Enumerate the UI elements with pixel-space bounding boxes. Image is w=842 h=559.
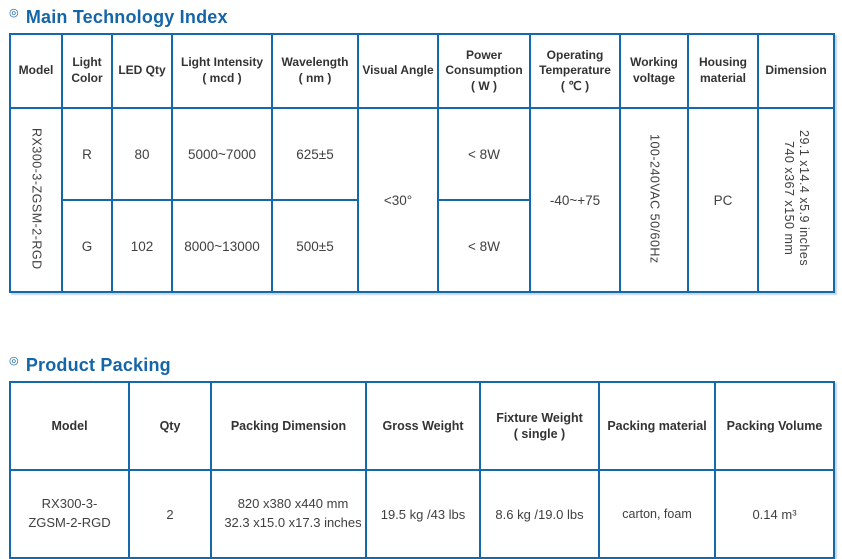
- gross-weight-cell: 19.5 kg /43 lbs: [365, 469, 481, 559]
- bullet-icon: ◎: [9, 7, 19, 19]
- led-qty-cell: 80: [111, 107, 173, 201]
- main-technology-table: Model Light Color LED Qty Light Intensit…: [9, 33, 835, 293]
- packing-material-cell: carton, foam: [598, 469, 716, 559]
- model-vertical-text: RX300-3-ZGSM-2-RGD: [29, 127, 44, 270]
- fixture-weight-cell: 8.6 kg /19.0 lbs: [479, 469, 600, 559]
- main-technology-title: ◎ Main Technology Index: [9, 2, 835, 33]
- tech-header-row: Model Light Color LED Qty Light Intensit…: [9, 33, 835, 109]
- housing-material-cell: PC: [687, 107, 759, 293]
- light-color-cell: R: [61, 107, 113, 201]
- packing-data-row: RX300-3- ZGSM-2-RGD 2 820 x380 x440 mm 3…: [9, 469, 835, 559]
- light-intensity-cell: 5000~7000: [171, 107, 273, 201]
- power-cell: < 8W: [437, 107, 531, 201]
- col-header-wavelength: Wavelength ( nm ): [271, 33, 359, 109]
- col-header-visual-angle: Visual Angle: [357, 33, 439, 109]
- col-header-gross-weight: Gross Weight: [365, 381, 481, 471]
- col-header-qty: Qty: [128, 381, 212, 471]
- qty-cell: 2: [128, 469, 212, 559]
- wavelength-cell: 625±5: [271, 107, 359, 201]
- dimension-vertical-text: 740 x367 x150 mm 29.1 x14.4 x5.9 inches: [782, 130, 811, 267]
- col-header-led-qty: LED Qty: [111, 33, 173, 109]
- dimension-cell: 740 x367 x150 mm 29.1 x14.4 x5.9 inches: [757, 107, 835, 293]
- model-cell: RX300-3- ZGSM-2-RGD: [9, 469, 130, 559]
- col-header-model: Model: [9, 381, 130, 471]
- working-voltage-vertical-text: 100-240VAC 50/60Hz: [647, 133, 662, 264]
- main-technology-section: ◎ Main Technology Index Model Light Color…: [9, 2, 835, 293]
- main-technology-title-text: Main Technology Index: [25, 7, 228, 27]
- product-packing-section: ◎ Product Packing Model Qty Packing Dimen…: [9, 350, 835, 559]
- bullet-icon: ◎: [9, 355, 19, 367]
- product-packing-title-text: Product Packing: [25, 355, 171, 375]
- light-color-cell: G: [61, 199, 113, 293]
- col-header-working-voltage: Working voltage: [619, 33, 689, 109]
- product-packing-title: ◎ Product Packing: [9, 350, 835, 381]
- tech-row-green: G 102 8000~13000 500±5 < 8W: [10, 199, 834, 293]
- tech-row-red: RX300-3-ZGSM-2-RGD R 80 5000~7000 625±5 …: [9, 107, 835, 293]
- wavelength-cell: 500±5: [271, 199, 359, 293]
- col-header-light-color: Light Color: [61, 33, 113, 109]
- packing-header-row: Model Qty Packing Dimension Gross Weight…: [9, 381, 835, 471]
- col-header-packing-dimension: Packing Dimension: [210, 381, 367, 471]
- col-header-fixture-weight: Fixture Weight ( single ): [479, 381, 600, 471]
- col-header-light-intensity: Light Intensity ( mcd ): [171, 33, 273, 109]
- operating-temperature-cell: -40~+75: [529, 107, 621, 293]
- packing-dimension-cell: 820 x380 x440 mm 32.3 x15.0 x17.3 inches: [210, 469, 367, 559]
- power-cell: < 8W: [437, 199, 531, 293]
- col-header-power-consumption: Power Consumption ( W ): [437, 33, 531, 109]
- working-voltage-cell: 100-240VAC 50/60Hz: [619, 107, 689, 293]
- col-header-packing-material: Packing material: [598, 381, 716, 471]
- col-header-operating-temperature: Operating Temperature ( ℃ ): [529, 33, 621, 109]
- col-header-packing-volume: Packing Volume: [714, 381, 835, 471]
- model-cell: RX300-3-ZGSM-2-RGD: [9, 107, 63, 293]
- led-qty-cell: 102: [111, 199, 173, 293]
- product-packing-table: Model Qty Packing Dimension Gross Weight…: [9, 381, 835, 559]
- col-header-model: Model: [9, 33, 63, 109]
- packing-volume-cell: 0.14 m³: [714, 469, 835, 559]
- col-header-dimension: Dimension: [757, 33, 835, 109]
- visual-angle-cell: <30°: [357, 107, 439, 293]
- light-intensity-cell: 8000~13000: [171, 199, 273, 293]
- col-header-housing-material: Housing material: [687, 33, 759, 109]
